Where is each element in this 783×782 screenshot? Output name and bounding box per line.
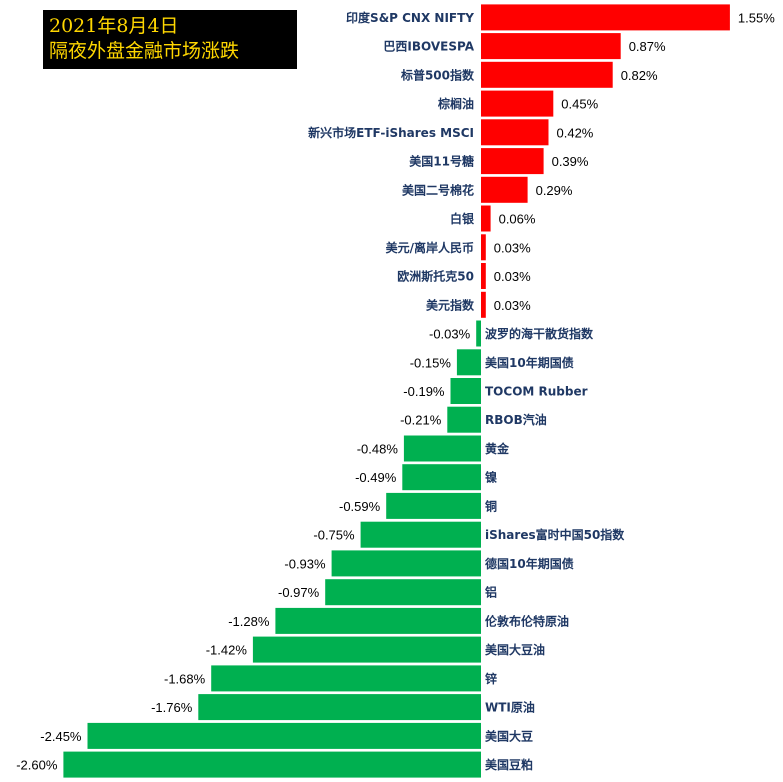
value-label-11: -0.03% [429,327,471,342]
bar-25 [87,722,481,749]
category-label-9: 欧洲斯托克50 [397,269,474,284]
value-label-24: -1.76% [151,700,193,715]
bar-18 [360,521,481,548]
bar-21 [275,607,481,634]
value-label-20: -0.97% [278,585,320,600]
chart-title: 隔夜外盘金融市场涨跌 [49,40,240,62]
category-label-1: 巴西IBOVESPA [383,40,474,54]
chart-title-date: 2021年8月4日 [49,15,179,37]
value-label-8: 0.03% [494,240,531,255]
category-label-26: 美国豆粕 [485,757,533,772]
bar-19 [331,550,481,577]
value-label-7: 0.06% [499,212,536,227]
value-label-10: 0.03% [494,298,531,313]
bar-0 [481,4,730,31]
bar-11 [476,320,481,347]
value-label-19: -0.93% [284,556,326,571]
bar-22 [252,636,481,663]
value-label-0: 1.55% [738,10,775,25]
bar-6 [481,176,528,203]
value-label-9: 0.03% [494,269,531,284]
bar-24 [198,694,482,721]
category-label-19: 德国10年期国债 [485,556,574,571]
category-label-12: 美国10年期国债 [485,355,574,370]
bar-8 [481,234,486,261]
bar-3 [481,90,554,117]
value-label-16: -0.49% [355,470,397,485]
bar-5 [481,148,544,175]
category-label-3: 棕榈油 [437,96,474,111]
value-label-15: -0.48% [357,442,399,457]
bar-17 [386,492,481,519]
bar-14 [447,406,481,433]
category-label-21: 伦敦布伦特原油 [485,613,569,628]
bar-15 [403,435,481,462]
bar-23 [211,665,481,692]
category-label-8: 美元/离岸人民币 [386,240,474,255]
value-label-3: 0.45% [561,97,598,112]
bar-4 [481,119,549,146]
category-label-7: 白银 [450,211,475,226]
category-label-6: 美国二号棉花 [402,182,474,197]
category-label-24: WTI原油 [485,700,535,715]
value-label-23: -1.68% [164,671,206,686]
value-label-17: -0.59% [339,499,381,514]
bar-20 [325,579,481,606]
category-label-25: 美国大豆 [485,728,533,743]
value-label-13: -0.19% [403,384,445,399]
category-label-14: RBOB汽油 [485,412,547,427]
value-label-12: -0.15% [410,355,452,370]
category-label-18: iShares富时中国50指数 [485,527,625,542]
value-label-14: -0.21% [400,413,442,428]
value-label-4: 0.42% [557,125,594,140]
category-label-13: TOCOM Rubber [485,385,588,399]
bar-1 [481,33,621,60]
value-label-2: 0.82% [621,68,658,83]
bar-7 [481,205,491,232]
bar-2 [481,61,613,88]
value-label-5: 0.39% [552,154,589,169]
bar-13 [450,378,481,404]
bar-12 [456,349,481,376]
value-label-6: 0.29% [536,183,573,198]
category-label-2: 标普500指数 [400,67,475,82]
chart-title-box: 2021年8月4日 隔夜外盘金融市场涨跌 [43,10,297,69]
value-labels-group: 1.55% 0.87% 0.82% 0.45% 0.42% 0.39% 0.29%0.06%… [16,10,775,772]
category-label-15: 黄金 [485,441,510,456]
bars-group [63,4,730,778]
category-labels-group: 印度S&P CNX NIFTY 巴西IBOVESPA 标普500指数棕榈油新兴市场E… [308,10,625,772]
category-label-22: 美国大豆油 [485,642,545,657]
category-label-4: 新兴市场ETF-iShares MSCI [308,125,474,140]
value-label-18: -0.75% [313,528,355,543]
bar-9 [481,263,486,289]
value-label-1: 0.87% [629,39,666,54]
value-label-25: -2.45% [40,729,82,744]
value-label-22: -1.42% [206,643,248,658]
category-label-5: 美国11号糖 [409,154,474,169]
category-label-16: 镍 [485,470,497,485]
value-label-21: -1.28% [228,614,270,629]
category-label-23: 锌 [485,671,497,686]
bar-16 [402,464,481,491]
value-label-26: -2.60% [16,758,58,773]
bar-26 [63,751,482,778]
category-label-20: 铝 [485,585,497,600]
category-label-11: 波罗的海干散货指数 [485,326,594,341]
bar-10 [481,291,486,318]
category-label-10: 美元指数 [426,297,475,312]
category-label-17: 铜 [485,498,497,513]
category-label-0: 印度S&P CNX NIFTY [346,10,474,25]
